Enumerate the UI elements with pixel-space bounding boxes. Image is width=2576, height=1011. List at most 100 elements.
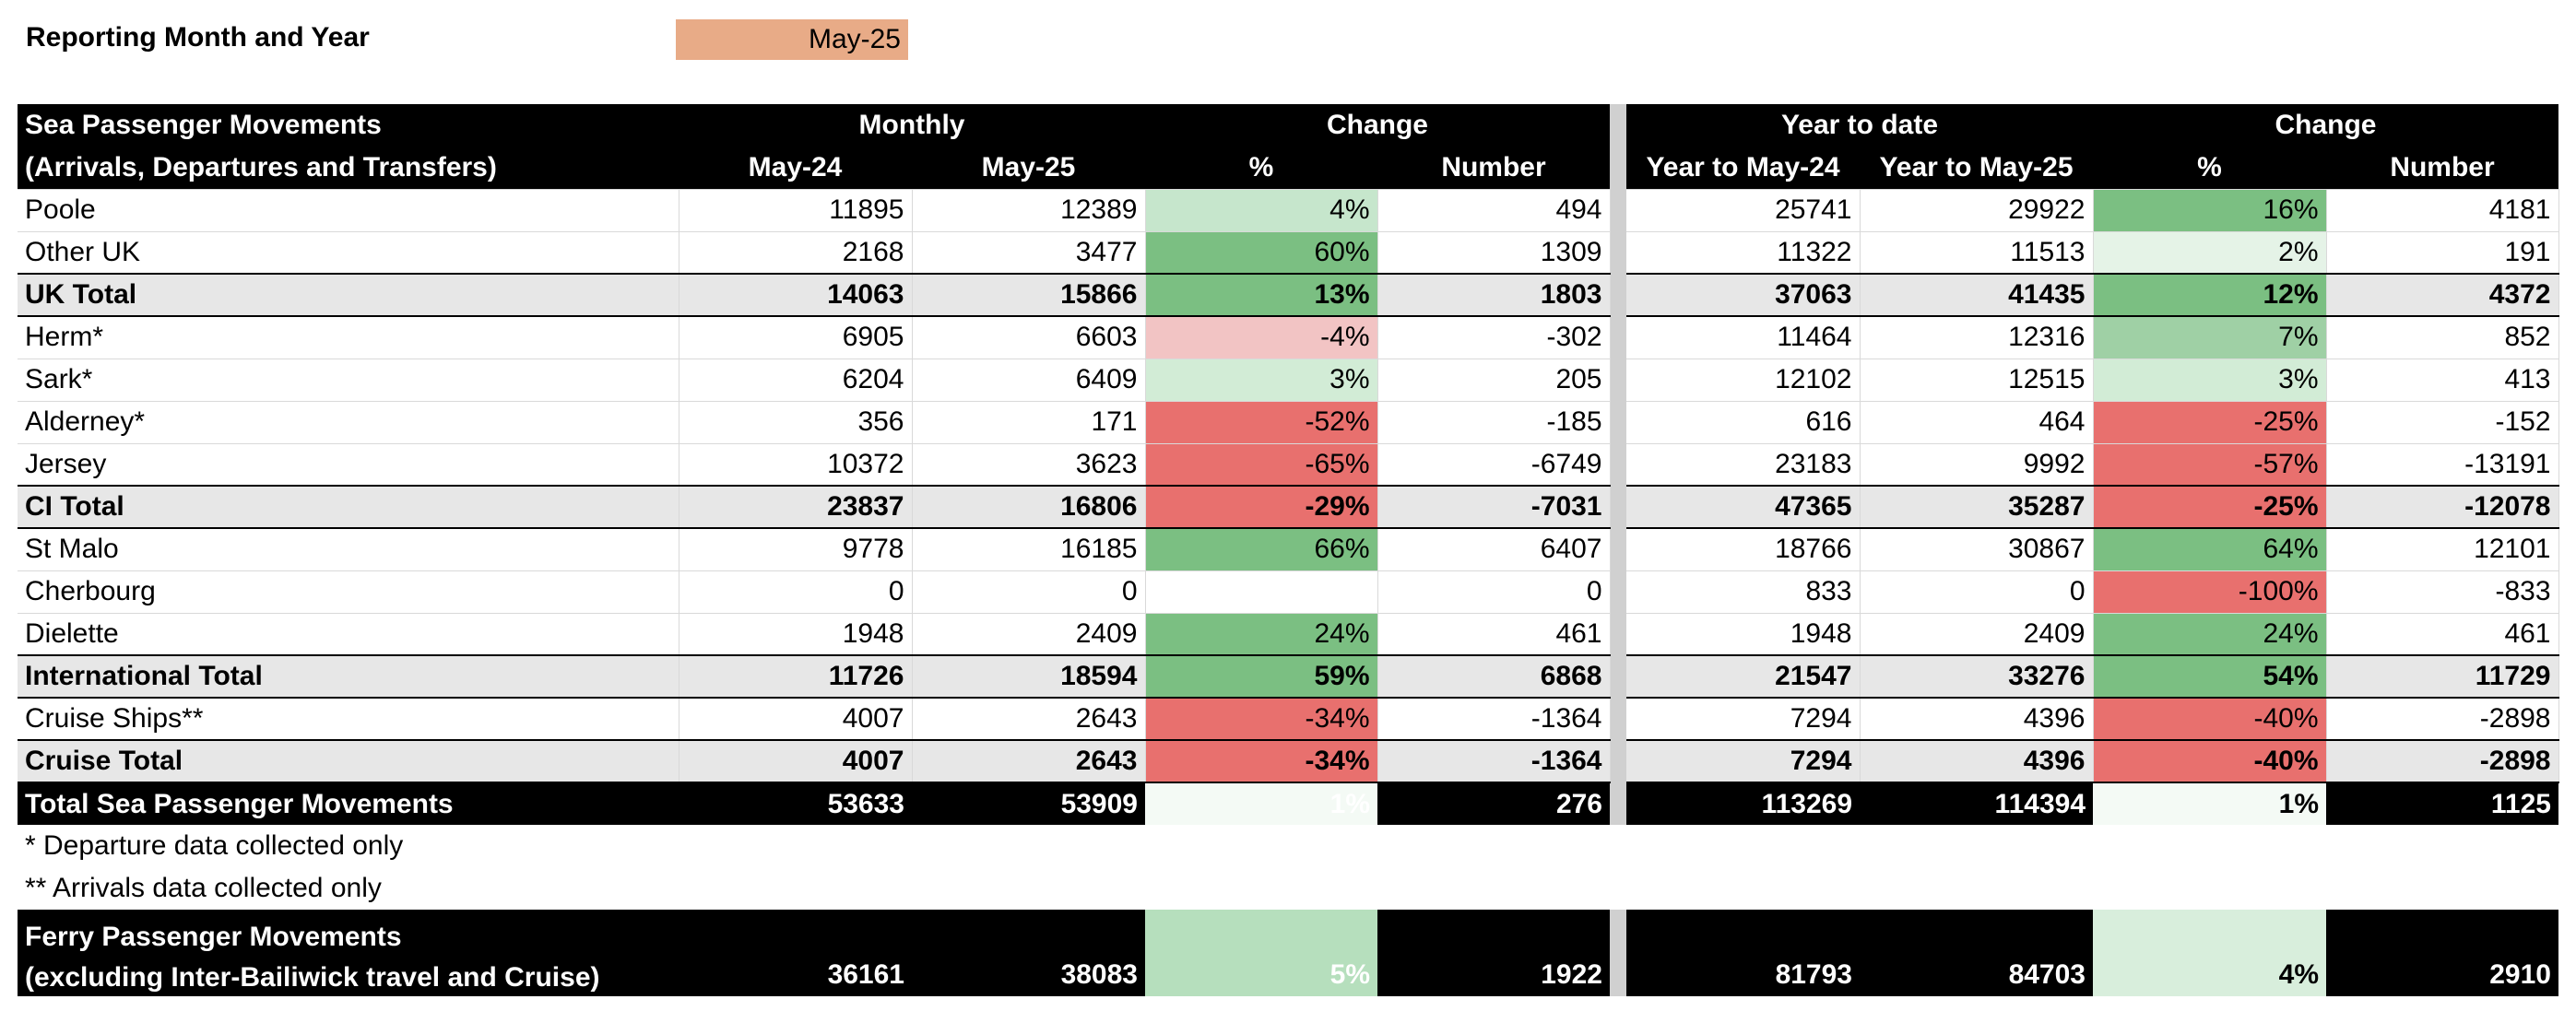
ytd-number-cell: 12101 — [2326, 527, 2559, 571]
table-row: Herm* 6905 6603 -4% -302 11464 12316 7% 852 — [18, 315, 2559, 359]
subtotal-row: International Total 11726 18594 59% 6868 2154… — [18, 654, 2559, 699]
row-label: Cruise Ships** — [18, 697, 679, 741]
row-label: CI Total — [18, 485, 679, 529]
may24-cell: 1948 — [679, 612, 913, 656]
ytd25-cell: 11513 — [1860, 230, 2094, 275]
grand-total-row: Total Sea Passenger Movements 53633 53909 1… — [18, 782, 2558, 825]
footnote: ** Arrivals data collected only — [18, 867, 2558, 910]
monthly-number-cell: -302 — [1377, 315, 1611, 359]
monthly-pct-cell: 4% — [1145, 188, 1378, 232]
monthly-pct-cell: 60% — [1145, 230, 1378, 275]
ferry-ytd25-cell: 84703 — [1860, 910, 2093, 996]
may24-cell: 14063 — [679, 273, 913, 317]
monthly-pct-cell: -52% — [1145, 400, 1378, 444]
monthly-number-cell: 6407 — [1377, 527, 1611, 571]
monthly-number-cell: 276 — [1377, 782, 1610, 825]
monthly-pct-cell: 3% — [1145, 358, 1378, 402]
ytd-number-cell: -12078 — [2326, 485, 2559, 529]
column-separator — [1610, 698, 1626, 740]
table-row: Cruise Ships** 4007 2643 -34% -1364 7294 4396-… — [18, 697, 2559, 741]
subtotal-row: CI Total 23837 16806 -29% -7031 47365 35287 -25… — [18, 485, 2559, 529]
may25-cell: 3477 — [912, 230, 1146, 275]
ytd-pct-cell: 12% — [2093, 273, 2327, 317]
may24-cell: 9778 — [679, 527, 913, 571]
may25-cell: 16806 — [912, 485, 1146, 529]
ferry-row: Ferry Passenger Movements (excluding Inte… — [18, 910, 2558, 996]
column-separator — [1610, 443, 1626, 486]
column-separator — [1610, 740, 1626, 782]
header-monthly: Monthly — [679, 104, 1145, 147]
ytd24-cell: 25741 — [1626, 188, 1861, 232]
may25-cell: 171 — [912, 400, 1146, 444]
table-row: Jersey 10372 3623 -65% -6749 23183 9992 -57% -13… — [18, 442, 2559, 487]
monthly-number-cell: 494 — [1377, 188, 1611, 232]
header-row-1: Sea Passenger Movements Monthly Change Y… — [18, 104, 2558, 147]
header-number: Number — [1377, 147, 1610, 189]
ferry-monthly-number-cell: 1922 — [1377, 910, 1610, 996]
header-number-ytd: Number — [2326, 147, 2558, 189]
ytd25-cell: 33276 — [1860, 654, 2094, 699]
column-separator — [1610, 910, 1626, 996]
reporting-month-value[interactable]: May-25 — [676, 19, 908, 60]
ytd-number-cell: 191 — [2326, 230, 2559, 275]
ytd24-cell: 11464 — [1626, 315, 1861, 359]
ytd-pct-cell: 7% — [2093, 315, 2327, 359]
ytd-number-cell: -13191 — [2326, 442, 2559, 487]
ferry-label: Ferry Passenger Movements (excluding Inte… — [18, 910, 679, 996]
ytd25-cell: 29922 — [1860, 188, 2094, 232]
header-pct-ytd: % — [2093, 147, 2326, 189]
ytd24-cell: 18766 — [1626, 527, 1861, 571]
row-label: Poole — [18, 188, 679, 232]
ytd-pct-cell: -57% — [2093, 442, 2327, 487]
row-label: Herm* — [18, 315, 679, 359]
ytd-number-cell: 11729 — [2326, 654, 2559, 699]
subtotal-row: UK Total 14063 15866 13% 1803 37063 41435 12% 43… — [18, 273, 2559, 317]
ytd24-cell: 7294 — [1626, 697, 1861, 741]
ytd-pct-cell: -40% — [2093, 697, 2327, 741]
column-separator — [1610, 528, 1626, 570]
ytd25-cell: 114394 — [1860, 782, 2093, 825]
column-separator — [1610, 655, 1626, 698]
header-title: Sea Passenger Movements — [18, 104, 679, 147]
ytd25-cell: 0 — [1860, 570, 2094, 614]
row-label: Cherbourg — [18, 570, 679, 614]
monthly-number-cell: -7031 — [1377, 485, 1611, 529]
ytd24-cell: 113269 — [1626, 782, 1860, 825]
may25-cell: 53909 — [912, 782, 1145, 825]
ytd24-cell: 833 — [1626, 570, 1861, 614]
ytd-pct-cell: -100% — [2093, 570, 2327, 614]
ytd-number-cell: 852 — [2326, 315, 2559, 359]
row-label: Cruise Total — [18, 739, 679, 783]
column-separator — [1610, 274, 1626, 316]
monthly-pct-cell: -34% — [1145, 739, 1378, 783]
ytd25-cell: 464 — [1860, 400, 2094, 444]
column-separator — [1610, 189, 1626, 231]
ytd-pct-cell: -25% — [2093, 400, 2327, 444]
may24-cell: 2168 — [679, 230, 913, 275]
may24-cell: 0 — [679, 570, 913, 614]
monthly-number-cell: 205 — [1377, 358, 1611, 402]
may25-cell: 6603 — [912, 315, 1146, 359]
ytd-number-cell: -152 — [2326, 400, 2559, 444]
ferry-monthly-pct-cell: 5% — [1145, 910, 1377, 996]
column-separator — [1610, 359, 1626, 401]
may24-cell: 11895 — [679, 188, 913, 232]
may25-cell: 2409 — [912, 612, 1146, 656]
ytd-number-cell: -2898 — [2326, 697, 2559, 741]
monthly-number-cell: 6868 — [1377, 654, 1611, 699]
ytd-pct-cell: -40% — [2093, 739, 2327, 783]
ferry-ytd-pct-cell: 4% — [2093, 910, 2326, 996]
column-separator — [1610, 104, 1626, 147]
may24-cell: 6905 — [679, 315, 913, 359]
header-pct: % — [1145, 147, 1377, 189]
column-separator — [1610, 782, 1626, 825]
ferry-may25-cell: 38083 — [912, 910, 1145, 996]
header-ytd24: Year to May-24 — [1626, 147, 1860, 189]
table-row: Cherbourg 0 0 0 833 0 -100% -833 — [18, 570, 2559, 614]
table-row: Other UK 2168 3477 60% 1309 11322 11513 2% 191 — [18, 230, 2559, 275]
column-separator — [1610, 486, 1626, 528]
monthly-pct-cell: 13% — [1145, 273, 1378, 317]
column-separator — [1610, 316, 1626, 359]
column-separator — [1610, 401, 1626, 443]
may24-cell: 4007 — [679, 739, 913, 783]
